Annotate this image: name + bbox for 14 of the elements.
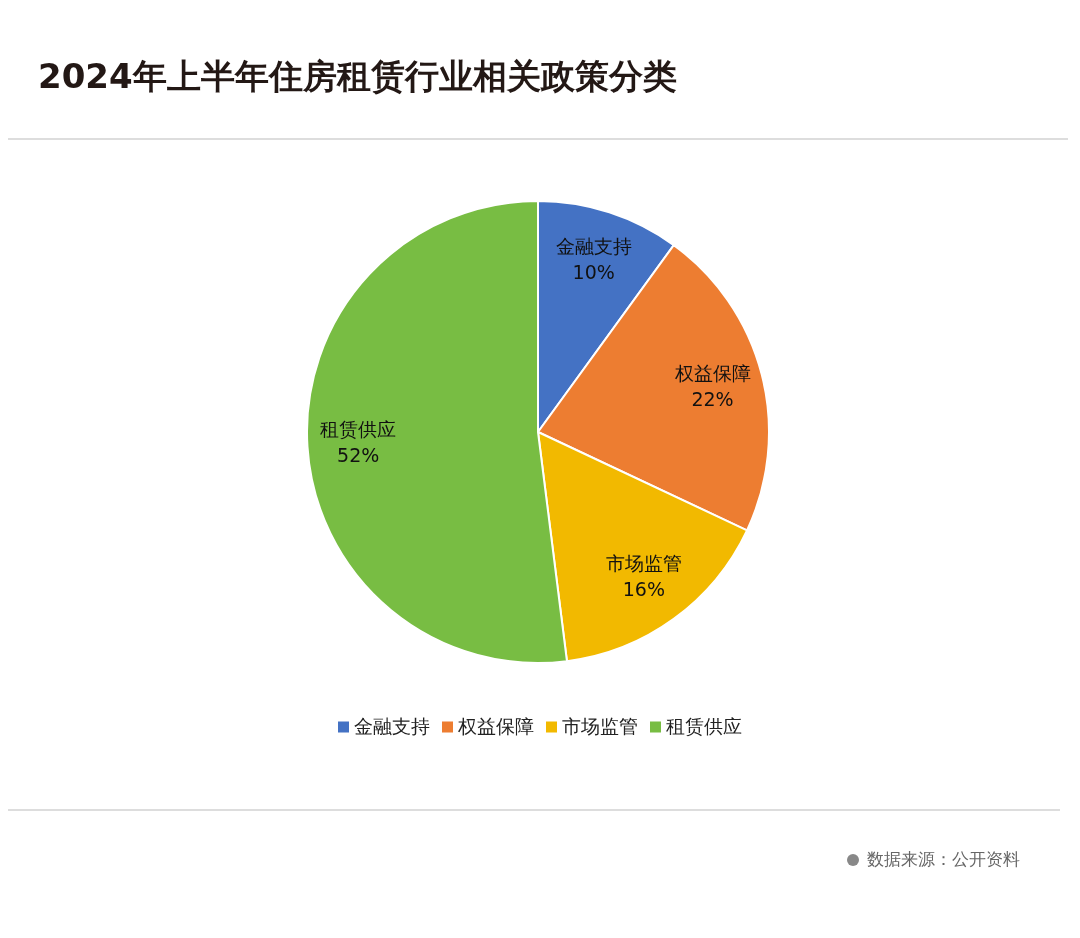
legend-label: 权益保障 (457, 714, 534, 737)
legend-label: 市场监管 (562, 714, 638, 737)
chart-title: 2024年上半年住房租赁行业相关政策分类 (38, 55, 677, 96)
data-label: 16% (622, 578, 666, 601)
slice-label: 权益保障 (673, 361, 751, 384)
data-label: 10% (572, 261, 615, 284)
legend-label: 租赁供应 (666, 714, 742, 737)
legend-label: 金融支持 (354, 714, 430, 737)
source-note: 数据来源：公开资料 (867, 849, 1020, 869)
slice-label: 市场监管 (605, 552, 682, 575)
data-label: 52% (337, 443, 380, 466)
slice-label: 租赁供应 (320, 417, 397, 440)
data-label: 22% (691, 387, 734, 410)
slice-label: 金融支持 (555, 235, 632, 258)
